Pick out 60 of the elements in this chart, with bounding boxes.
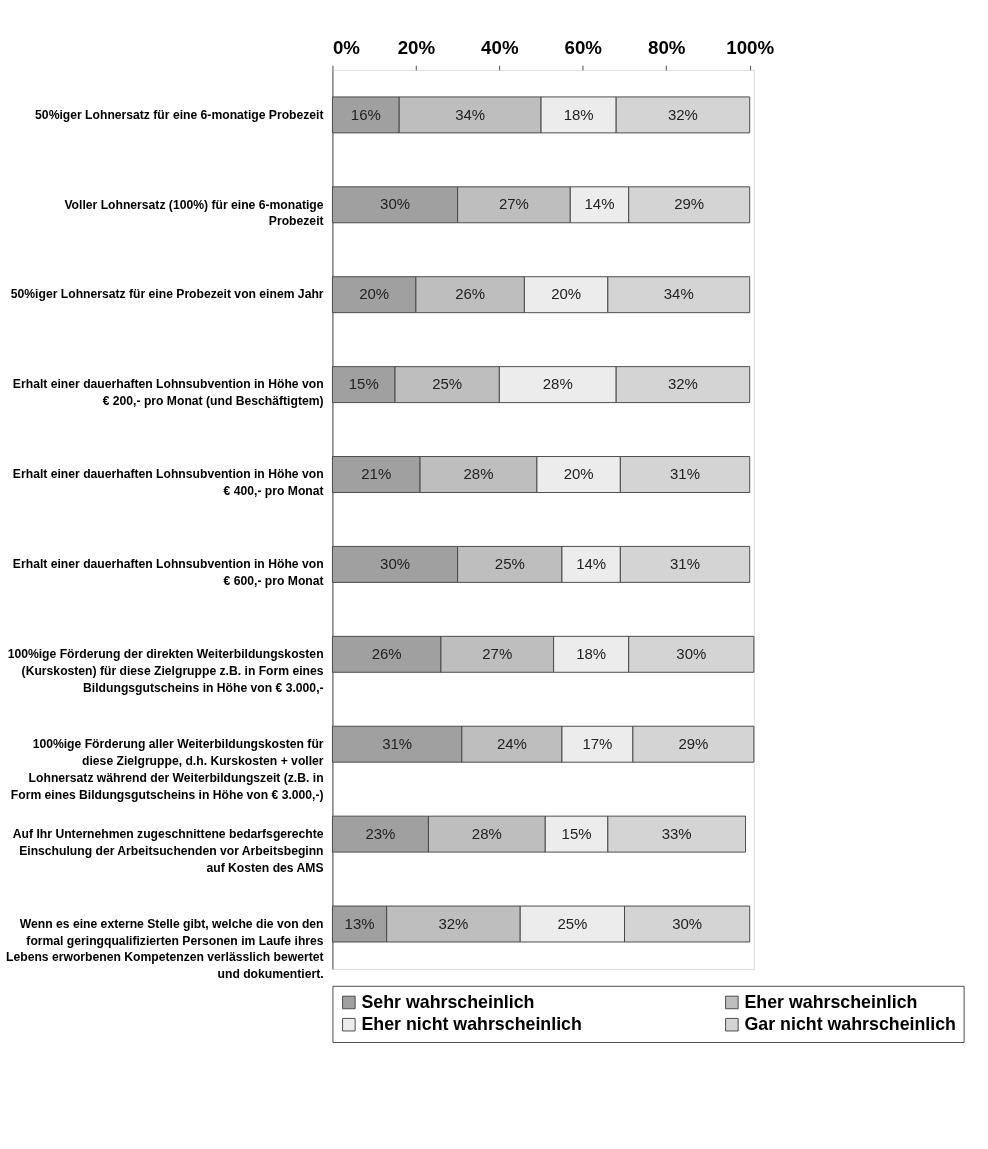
- x-tick-label: 40%: [481, 37, 519, 59]
- y-tick-label: Erhalt einer dauerhaften Lohnsubvention in Höhe von € 600,- pro Monat: [12, 557, 324, 589]
- data-label: 31%: [670, 465, 701, 483]
- data-label: 27%: [482, 645, 513, 662]
- x-tick-label: 60%: [564, 37, 603, 59]
- data-label: 14%: [576, 555, 607, 573]
- data-label: 31%: [670, 555, 701, 573]
- data-label: 15%: [561, 824, 592, 842]
- y-tick-label: Voller Lohnersatz (100%) für eine 6-monatige Probezeit: [64, 197, 324, 229]
- x-tick-label: 0%: [332, 37, 361, 59]
- data-label: 30%: [380, 555, 411, 573]
- legend-label: Gar nicht wahrscheinlich: [744, 1014, 956, 1035]
- data-label: 34%: [455, 105, 486, 123]
- y-tick-label: Wenn es eine externe Stelle gibt, welche die von den formal geringqualifizierten Personen im Laufe ihres Lebens erworbenen Kompetenzen verlässlich bewertet und dokumentiert.: [6, 916, 324, 982]
- y-tick-label: 50%iger Lohnersatz für eine 6-monatige Probezeit: [35, 107, 324, 122]
- y-tick-label: 50%iger Lohnersatz für eine Probezeit von einem Jahr: [10, 287, 324, 302]
- data-label: 32%: [667, 105, 698, 123]
- data-label: 29%: [674, 195, 705, 213]
- y-tick-label: Auf Ihr Unternehmen zugeschnittene bedarfsgerechte Einschulung der Arbeitsuchenden vor Arbeitsbeginn auf Kosten des AMS: [12, 826, 324, 875]
- data-label: 24%: [496, 734, 527, 752]
- x-tick-label: 80%: [647, 37, 686, 59]
- data-label: 32%: [667, 375, 698, 393]
- data-label: 20%: [551, 285, 582, 303]
- data-label: 13%: [344, 914, 375, 932]
- legend-label: Sehr wahrscheinlich: [361, 992, 535, 1013]
- data-label: 28%: [463, 465, 494, 483]
- y-tick-label: Erhalt einer dauerhaften Lohnsubvention in Höhe von € 200,- pro Monat (und Beschäftigtem): [12, 377, 324, 409]
- data-label: 26%: [455, 285, 486, 303]
- legend-label: Eher wahrscheinlich: [744, 992, 918, 1013]
- data-label: 28%: [471, 824, 502, 842]
- data-label: 28%: [542, 375, 573, 393]
- y-tick-label: 100%ige Förderung aller Weiterbildungskosten für diese Zielgruppe, d.h. Kurskosten + voller Lohnersatz während der Weiterbildungszeit (z.B. in Form eines Bildungsgutscheins in Höhe von € 3.000,-): [10, 736, 324, 802]
- data-label: 20%: [563, 465, 594, 483]
- data-label: 30%: [676, 645, 707, 662]
- y-tick-label: 100%ige Förderung der direkten Weiterbildungskosten (Kurskosten) für diese Zielgruppe z.B. in Form eines Bildungsgutscheins in Höhe von € 3.000,-: [7, 647, 324, 695]
- y-tick-label: Erhalt einer dauerhaften Lohnsubvention in Höhe von € 400,- pro Monat: [12, 467, 324, 499]
- data-label: 14%: [584, 195, 615, 213]
- data-label: 25%: [557, 914, 588, 932]
- data-label: 30%: [380, 195, 411, 213]
- x-tick-label: 100%: [726, 37, 775, 59]
- data-label: 33%: [661, 824, 692, 842]
- data-label: 34%: [663, 285, 694, 303]
- data-label: 21%: [361, 465, 392, 483]
- x-tick-label: 20%: [397, 37, 436, 59]
- data-label: 26%: [371, 645, 402, 662]
- data-label: 18%: [576, 645, 607, 662]
- data-label: 20%: [359, 285, 390, 303]
- data-label: 30%: [672, 914, 703, 932]
- legend-label: Eher nicht wahrscheinlich: [361, 1014, 582, 1035]
- data-label: 32%: [438, 914, 469, 932]
- data-label: 17%: [582, 734, 613, 752]
- data-label: 18%: [563, 105, 594, 123]
- data-label: 25%: [432, 375, 463, 393]
- data-label: 15%: [348, 375, 379, 393]
- data-label: 29%: [678, 734, 709, 752]
- data-label: 23%: [365, 824, 396, 842]
- data-label: 25%: [494, 555, 525, 573]
- data-label: 16%: [350, 105, 381, 123]
- data-label: 31%: [382, 734, 413, 752]
- data-label: 27%: [498, 195, 529, 213]
